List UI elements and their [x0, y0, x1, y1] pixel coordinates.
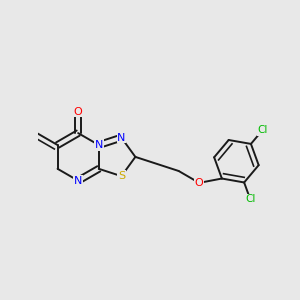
Text: S: S — [118, 171, 125, 181]
Text: N: N — [94, 140, 103, 150]
Text: N: N — [74, 176, 82, 186]
Text: Cl: Cl — [257, 125, 268, 135]
Text: O: O — [74, 107, 82, 117]
Text: Cl: Cl — [245, 194, 255, 204]
Text: N: N — [117, 133, 126, 143]
Text: O: O — [195, 178, 203, 188]
